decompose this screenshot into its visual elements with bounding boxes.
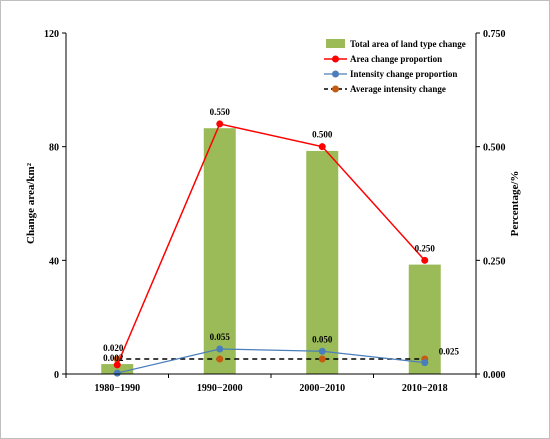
intensity-change-line — [117, 348, 425, 374]
legend-marker-intensity — [332, 70, 339, 78]
intensity-change-point-0 — [113, 369, 121, 377]
intensity-change-point-3 — [421, 359, 429, 367]
right-axis-title: Percentage/% — [509, 171, 521, 237]
bar-1 — [203, 128, 236, 374]
intensity-change-label-0: 0.002 — [103, 353, 124, 363]
x-tick-label-1: 1990−2000 — [197, 383, 243, 394]
area-change-label-3: 0.250 — [415, 243, 436, 253]
area-change-point-0 — [113, 361, 121, 369]
legend-marker-area — [332, 55, 339, 63]
average-intensity-point-1 — [216, 355, 224, 363]
area-change-label-0: 0.020 — [103, 343, 124, 353]
right-tick-label-0: 0.000 — [483, 370, 506, 381]
left-tick-label-2: 80 — [49, 143, 59, 154]
legend-label-intensity: Intensity change proportion — [350, 69, 457, 79]
right-tick-label-3: 0.750 — [483, 29, 506, 40]
legend-label-average: Average intensity change — [350, 84, 446, 94]
intensity-change-label-1: 0.055 — [210, 332, 231, 342]
area-change-point-1 — [216, 120, 224, 128]
right-tick-label-2: 0.500 — [483, 143, 506, 154]
x-tick-label-0: 1980−1990 — [94, 383, 140, 394]
bar-2 — [306, 150, 339, 374]
left-tick-label-0: 0 — [54, 370, 59, 381]
legend-swatch-bars — [326, 39, 345, 48]
legend-marker-average — [332, 85, 339, 93]
legend-label-bars: Total area of land type change — [350, 39, 466, 49]
area-change-point-2 — [318, 143, 326, 151]
left-tick-label-1: 40 — [49, 256, 59, 267]
intensity-change-point-2 — [318, 347, 326, 355]
area-change-label-2: 0.500 — [312, 130, 333, 140]
intensity-change-label-3: 0.025 — [439, 347, 460, 357]
right-tick-label-1: 0.250 — [483, 256, 506, 267]
intensity-change-point-1 — [216, 345, 224, 353]
area-change-point-3 — [421, 256, 429, 264]
left-tick-label-3: 120 — [44, 29, 59, 40]
x-tick-label-2: 2000−2010 — [299, 383, 345, 394]
legend-label-area: Area change proportion — [350, 54, 442, 64]
area-change-line — [116, 123, 426, 366]
area-change-label-1: 0.550 — [210, 107, 231, 117]
intensity-change-label-2: 0.050 — [312, 334, 333, 344]
bar-0 — [101, 364, 134, 374]
left-axis-title: Change area/km² — [25, 162, 37, 244]
average-intensity-point-2 — [318, 355, 326, 363]
x-tick-label-3: 2010−2018 — [402, 383, 448, 394]
